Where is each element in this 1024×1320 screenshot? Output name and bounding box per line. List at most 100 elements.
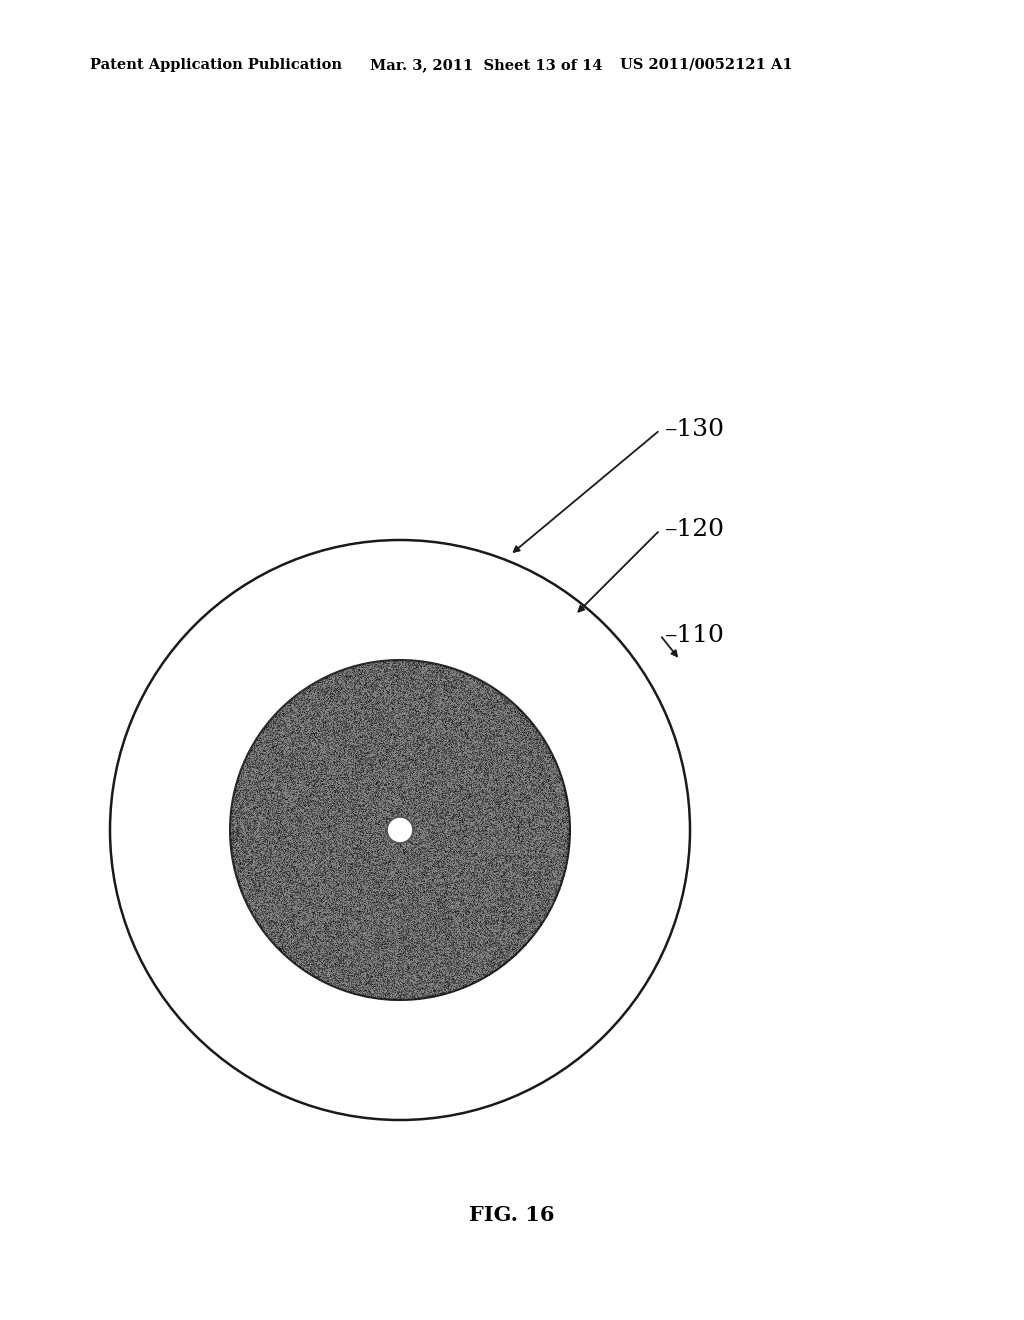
Point	[350, 902, 367, 923]
Point	[483, 880, 500, 902]
Point	[292, 850, 308, 871]
Point	[404, 659, 421, 680]
Point	[284, 935, 300, 956]
Point	[482, 756, 499, 777]
Point	[279, 771, 295, 792]
Point	[289, 884, 305, 906]
Point	[558, 825, 574, 846]
Point	[529, 887, 546, 908]
Point	[394, 655, 411, 676]
Point	[353, 734, 370, 755]
Point	[504, 801, 520, 822]
Point	[452, 721, 468, 742]
Point	[424, 665, 440, 686]
Point	[402, 964, 419, 985]
Point	[357, 669, 374, 690]
Point	[519, 895, 536, 916]
Point	[408, 851, 424, 873]
Point	[446, 680, 463, 701]
Point	[273, 817, 290, 838]
Point	[488, 907, 505, 928]
Point	[286, 808, 302, 829]
Point	[467, 970, 483, 991]
Point	[463, 931, 479, 952]
Point	[379, 812, 395, 833]
Point	[438, 884, 455, 906]
Point	[331, 863, 347, 884]
Point	[407, 741, 423, 762]
Point	[263, 737, 280, 758]
Point	[436, 750, 453, 771]
Point	[264, 854, 281, 875]
Point	[534, 752, 550, 774]
Point	[347, 768, 364, 789]
Point	[338, 663, 354, 684]
Point	[433, 981, 450, 1002]
Point	[338, 668, 354, 689]
Point	[353, 762, 370, 783]
Point	[511, 846, 527, 867]
Point	[301, 892, 317, 913]
Point	[457, 723, 473, 744]
Point	[328, 937, 344, 958]
Point	[515, 880, 531, 902]
Point	[340, 886, 356, 907]
Point	[292, 822, 308, 843]
Point	[336, 902, 352, 923]
Point	[436, 816, 453, 837]
Point	[343, 843, 359, 865]
Point	[435, 865, 452, 886]
Point	[366, 667, 382, 688]
Point	[276, 851, 293, 873]
Point	[258, 898, 274, 919]
Point	[475, 787, 492, 808]
Point	[504, 767, 520, 788]
Point	[407, 952, 423, 973]
Point	[424, 961, 440, 982]
Point	[352, 700, 369, 721]
Point	[268, 902, 285, 923]
Point	[343, 906, 359, 927]
Point	[353, 731, 370, 752]
Point	[310, 863, 327, 884]
Point	[359, 671, 376, 692]
Point	[455, 954, 471, 975]
Point	[479, 908, 496, 929]
Point	[231, 793, 248, 814]
Point	[267, 830, 284, 851]
Point	[444, 714, 461, 735]
Point	[430, 710, 446, 731]
Point	[325, 774, 341, 795]
Point	[270, 810, 287, 832]
Point	[446, 843, 463, 865]
Point	[256, 830, 272, 851]
Point	[412, 903, 428, 924]
Point	[402, 689, 419, 710]
Point	[418, 710, 434, 731]
Point	[404, 771, 421, 792]
Point	[416, 758, 432, 779]
Point	[406, 874, 422, 895]
Point	[270, 774, 287, 795]
Point	[394, 912, 411, 933]
Point	[279, 796, 295, 817]
Point	[502, 896, 518, 917]
Point	[306, 677, 323, 698]
Point	[481, 746, 498, 767]
Point	[412, 902, 428, 923]
Point	[281, 722, 297, 743]
Point	[325, 742, 341, 763]
Point	[296, 929, 312, 950]
Point	[249, 804, 265, 825]
Point	[281, 932, 297, 953]
Point	[522, 838, 539, 859]
Point	[272, 780, 289, 801]
Point	[286, 816, 302, 837]
Point	[459, 789, 475, 810]
Point	[526, 729, 543, 750]
Point	[421, 915, 437, 936]
Point	[245, 791, 261, 812]
Point	[315, 836, 332, 857]
Point	[325, 933, 341, 954]
Point	[481, 742, 498, 763]
